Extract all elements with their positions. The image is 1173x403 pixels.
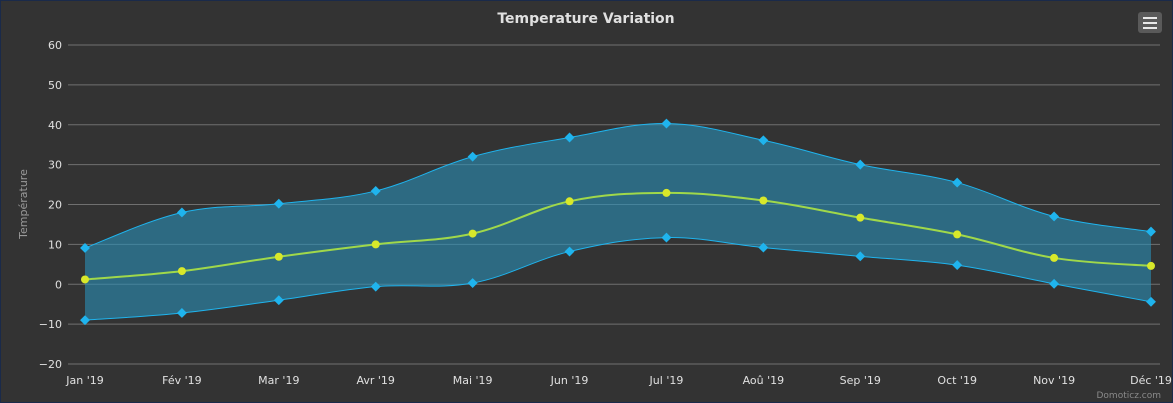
x-tick-label: Mai '19 [453, 374, 493, 387]
average-point[interactable] [662, 188, 671, 197]
range-low-point[interactable] [855, 251, 866, 262]
x-tick-label: Jun '19 [550, 374, 589, 387]
range-low-line [84, 237, 1152, 321]
range-high-point[interactable] [758, 135, 769, 146]
y-axis-ticks: −20 −10 0 10 20 30 40 50 60 [39, 39, 62, 371]
y-tick-label: 30 [48, 159, 62, 172]
range-low-point[interactable] [1049, 278, 1060, 289]
range-high-point[interactable] [661, 118, 672, 129]
range-low-point[interactable] [176, 308, 187, 318]
range-low-point[interactable] [370, 281, 381, 292]
range-high-point[interactable] [370, 185, 381, 196]
x-tick-label: Déc '19 [1130, 374, 1172, 387]
average-point[interactable] [1050, 253, 1059, 262]
x-tick-label: Oct '19 [937, 374, 977, 387]
range-low-point[interactable] [1146, 296, 1156, 307]
x-tick-label: Jan '19 [65, 374, 103, 387]
range-high-point[interactable] [273, 198, 284, 209]
x-tick-label: Nov '19 [1033, 374, 1075, 387]
average-point[interactable] [953, 230, 962, 239]
y-tick-label: 50 [48, 79, 62, 92]
range-low-point[interactable] [564, 246, 575, 257]
average-temperature-line [84, 191, 1152, 281]
hamburger-menu-icon[interactable] [1138, 12, 1162, 33]
range-high-point[interactable] [855, 159, 866, 170]
range-low-point[interactable] [758, 242, 769, 253]
range-high-point[interactable] [1049, 211, 1060, 222]
range-low-point[interactable] [467, 278, 478, 289]
range-high-point[interactable] [80, 243, 90, 253]
y-tick-label: 60 [48, 39, 62, 52]
y-tick-label: 40 [48, 119, 62, 132]
average-point[interactable] [565, 197, 574, 206]
temperature-range-area [84, 123, 1152, 321]
chart-title: Temperature Variation [497, 11, 674, 27]
y-tick-label: 20 [48, 199, 62, 212]
range-low-point[interactable] [952, 260, 963, 271]
average-point[interactable] [856, 213, 865, 222]
range-high-point[interactable] [564, 132, 575, 143]
range-low-point[interactable] [273, 295, 284, 306]
y-axis-label: Température [17, 169, 30, 240]
range-high-line [84, 123, 1152, 249]
x-tick-label: Mar '19 [258, 374, 299, 387]
average-point[interactable] [81, 275, 89, 284]
x-tick-label: Fév '19 [162, 374, 202, 387]
x-tick-label: Jul '19 [649, 374, 684, 387]
average-line-path [84, 191, 1152, 281]
y-tick-label: 0 [55, 278, 62, 291]
average-point[interactable] [371, 240, 380, 249]
average-point[interactable] [468, 229, 477, 238]
y-tick-label: 10 [48, 238, 62, 251]
average-point[interactable] [759, 196, 768, 205]
range-high-point[interactable] [952, 177, 963, 188]
range-low-point[interactable] [661, 232, 672, 243]
x-tick-label: Avr '19 [357, 374, 395, 387]
credits-link[interactable]: Domoticz.com [1096, 391, 1162, 401]
average-point[interactable] [274, 252, 283, 261]
x-tick-label: Sep '19 [840, 374, 881, 387]
average-point[interactable] [177, 267, 186, 276]
average-point[interactable] [1147, 261, 1155, 270]
y-tick-label: −20 [39, 358, 62, 371]
range-high-point[interactable] [467, 151, 478, 162]
range-fill [85, 123, 1151, 321]
x-axis-ticks: Jan '19 Fév '19 Mar '19 Avr '19 Mai '19 Jun '… [65, 374, 1172, 387]
range-high-point[interactable] [1146, 226, 1156, 237]
range-high-point[interactable] [176, 207, 187, 218]
y-tick-label: −10 [39, 318, 62, 331]
x-tick-label: Aoû '19 [743, 374, 785, 387]
